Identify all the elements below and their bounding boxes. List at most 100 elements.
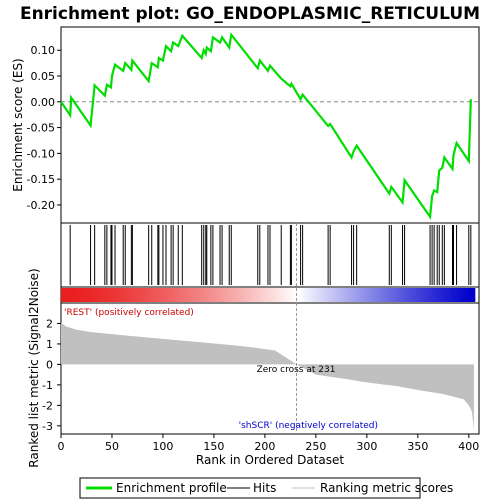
colorbar-segment xyxy=(271,288,274,302)
colorbar-segment xyxy=(258,288,262,302)
colorbar-segment xyxy=(162,288,166,302)
x-tick-label: 400 xyxy=(458,440,479,453)
colorbar-segment xyxy=(344,288,347,302)
colorbar-segment xyxy=(266,288,270,302)
es-y-tick-label: 0.05 xyxy=(31,70,56,83)
colorbar-segment xyxy=(293,288,296,302)
es-y-tick-label: -0.20 xyxy=(27,199,55,212)
colorbar-segment xyxy=(164,288,168,302)
colorbar-segment xyxy=(446,288,449,302)
colorbar-segment xyxy=(238,288,241,302)
colorbar-segment xyxy=(228,288,231,302)
colorbar-segment xyxy=(234,288,237,302)
colorbar-segment xyxy=(315,288,319,302)
colorbar-segment xyxy=(334,288,337,302)
colorbar-segment xyxy=(370,288,374,302)
colorbar-segment xyxy=(97,288,101,302)
colorbar-segment xyxy=(136,288,139,302)
metric-panel xyxy=(61,223,474,432)
enrichment-profile-line xyxy=(60,32,472,220)
colorbar-segment xyxy=(438,288,441,302)
chart-title: Enrichment plot: GO_ENDOPLASMIC_RETICULU… xyxy=(20,4,480,24)
colorbar-segment xyxy=(107,288,111,302)
colorbar-segment xyxy=(75,288,78,302)
colorbar-segment xyxy=(340,288,343,302)
colorbar-segment xyxy=(468,288,472,302)
colorbar-segment xyxy=(428,288,431,302)
es-axis-label: Enrichment score (ES) xyxy=(11,58,25,191)
legend-item-hits: Hits xyxy=(253,481,276,495)
metric-y-tick-label: -3 xyxy=(42,420,53,433)
legend: Enrichment profile Hits Ranking metric s… xyxy=(79,477,453,499)
colorbar-segment xyxy=(430,288,433,302)
metric-y-tick-label: 0 xyxy=(46,358,53,371)
es-y-tick-label: 0.00 xyxy=(31,96,56,109)
colorbar-segment xyxy=(389,288,392,302)
colorbar-segment xyxy=(273,288,276,302)
colorbar-segment xyxy=(71,288,74,302)
x-tick-label: 250 xyxy=(305,440,326,453)
colorbar-segment xyxy=(252,288,256,302)
colorbar-segment xyxy=(167,288,170,302)
colorbar-segment xyxy=(385,288,388,302)
colorbar-segment xyxy=(152,288,156,302)
colorbar-segment xyxy=(179,288,182,302)
colorbar-segment xyxy=(364,288,368,302)
colorbar-segment xyxy=(222,288,225,302)
colorbar-segment xyxy=(199,288,203,302)
colorbar-segment xyxy=(350,288,353,302)
colorbar-segment xyxy=(236,288,239,302)
colorbar-segment xyxy=(99,288,103,302)
colorbar-segment xyxy=(395,288,398,302)
colorbar-segment xyxy=(177,288,180,302)
metric-y-tick-label: 2 xyxy=(46,317,53,330)
colorbar-segment xyxy=(470,288,474,302)
colorbar-segment xyxy=(197,288,201,302)
ranking-colorbar xyxy=(61,288,476,302)
metric-y-tick-label: -1 xyxy=(42,379,53,392)
colorbar-segment xyxy=(226,288,229,302)
colorbar-segment xyxy=(372,288,376,302)
colorbar-segment xyxy=(464,288,468,302)
x-axis-label: Rank in Ordered Dataset xyxy=(196,453,344,467)
colorbar-segment xyxy=(381,288,384,302)
colorbar-segment xyxy=(330,288,333,302)
colorbar-segment xyxy=(211,288,215,302)
colorbar-segment xyxy=(277,288,280,302)
colorbar-segment xyxy=(195,288,199,302)
colorbar-segment xyxy=(336,288,339,302)
colorbar-segment xyxy=(413,288,417,302)
colorbar-segment xyxy=(183,288,186,302)
colorbar-segment xyxy=(207,288,211,302)
colorbar-segment xyxy=(264,288,268,302)
colorbar-segment xyxy=(146,288,150,302)
colorbar-segment xyxy=(154,288,158,302)
colorbar-segment xyxy=(454,288,457,302)
colorbar-segment xyxy=(93,288,97,302)
colorbar-segment xyxy=(150,288,154,302)
colorbar-segment xyxy=(299,288,303,302)
colorbar-segment xyxy=(279,288,282,302)
es-y-tick-label: -0.10 xyxy=(27,147,55,160)
colorbar-segment xyxy=(142,288,145,302)
colorbar-segment xyxy=(354,288,358,302)
colorbar-segment xyxy=(242,288,245,302)
colorbar-segment xyxy=(419,288,423,302)
colorbar-segment xyxy=(360,288,364,302)
colorbar-segment xyxy=(423,288,427,302)
colorbar-segment xyxy=(95,288,99,302)
colorbar-segment xyxy=(285,288,288,302)
colorbar-segment xyxy=(69,288,72,302)
x-tick-label: 150 xyxy=(203,440,224,453)
colorbar-segment xyxy=(85,288,88,302)
colorbar-segment xyxy=(260,288,264,302)
colorbar-segment xyxy=(175,288,178,302)
es-y-tick-label: 0.10 xyxy=(31,44,56,57)
colorbar-segment xyxy=(383,288,386,302)
colorbar-segment xyxy=(287,288,290,302)
colorbar-segment xyxy=(448,288,451,302)
colorbar-segment xyxy=(148,288,152,302)
colorbar-segment xyxy=(114,288,117,302)
legend-item-ranking-metric-scores: Ranking metric scores xyxy=(320,481,453,495)
colorbar-segment xyxy=(124,288,127,302)
